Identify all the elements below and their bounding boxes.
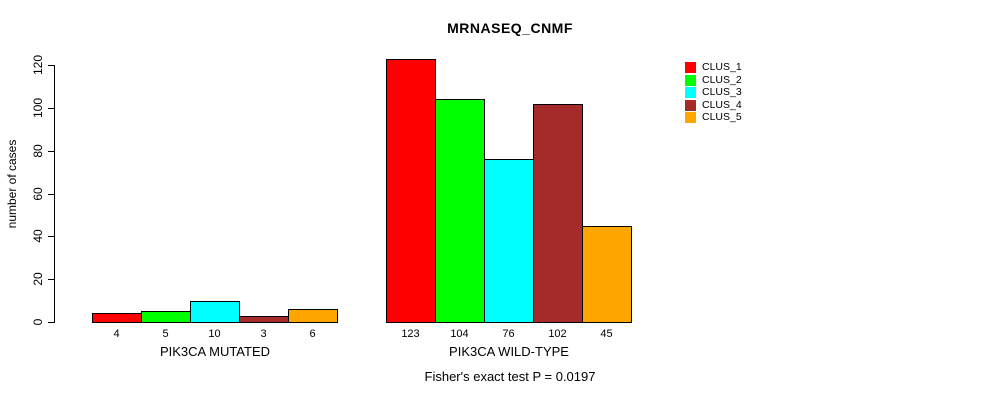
bar-clus_3 [190,301,240,323]
bar-clus_1 [386,59,436,323]
legend-swatch-clus_4 [685,99,696,111]
bar-clus_2 [141,311,191,323]
bar-value-label: 5 [162,328,169,340]
y-tick-label: 80 [31,144,45,158]
bar-value-label: 102 [548,328,567,340]
y-tick-label: 60 [31,187,45,201]
bar-value-label: 10 [208,328,221,340]
legend-label: CLUS_2 [702,73,742,86]
bar-value-label: 45 [600,328,613,340]
y-tick-mark [48,236,54,237]
bar-value-label: 104 [450,328,469,340]
y-tick-mark [48,108,54,109]
legend-swatch-clus_2 [685,74,696,86]
y-tick-mark [48,65,54,66]
chart-title: MRNASEQ_CNMF [447,20,573,36]
group-label-pik3ca-mutated: PIK3CA MUTATED [159,344,271,359]
legend-swatch-clus_3 [685,87,696,99]
legend-label: CLUS_1 [702,61,742,73]
legend-label: CLUS_3 [702,86,742,99]
y-tick-mark [48,279,54,280]
y-tick-mark [48,151,54,152]
legend-swatch-clus_5 [685,112,696,124]
y-axis-label: number of cases [5,139,19,229]
bar-clus_5 [288,309,338,323]
legend-label: CLUS_5 [702,111,742,124]
bar-value-label: 3 [260,328,267,340]
y-tick-label: 120 [31,54,45,76]
bar-value-label: 4 [113,328,120,340]
y-axis-line [54,65,55,323]
fisher-test-annotation: Fisher's exact test P = 0.0197 [424,369,596,384]
y-tick-label: 20 [31,272,45,286]
legend-swatch-clus_1 [685,62,696,73]
y-tick-mark [48,322,54,323]
bar-value-label: 6 [309,328,316,340]
bar-value-label: 76 [502,328,515,340]
bar-clus_2 [435,99,485,323]
bar-clus_5 [582,226,632,323]
bar-clus_4 [533,104,583,323]
legend-label: CLUS_4 [702,98,742,111]
bar-value-label: 123 [401,328,420,340]
y-tick-label: 0 [31,318,45,326]
bar-clus_4 [239,316,289,323]
bar-clus_3 [484,159,534,323]
y-tick-mark [48,194,54,195]
y-tick-label: 40 [31,229,45,243]
bar-clus_1 [92,313,142,323]
y-tick-label: 100 [31,97,45,119]
group-label-pik3ca-wild-type: PIK3CA WILD-TYPE [449,344,569,359]
